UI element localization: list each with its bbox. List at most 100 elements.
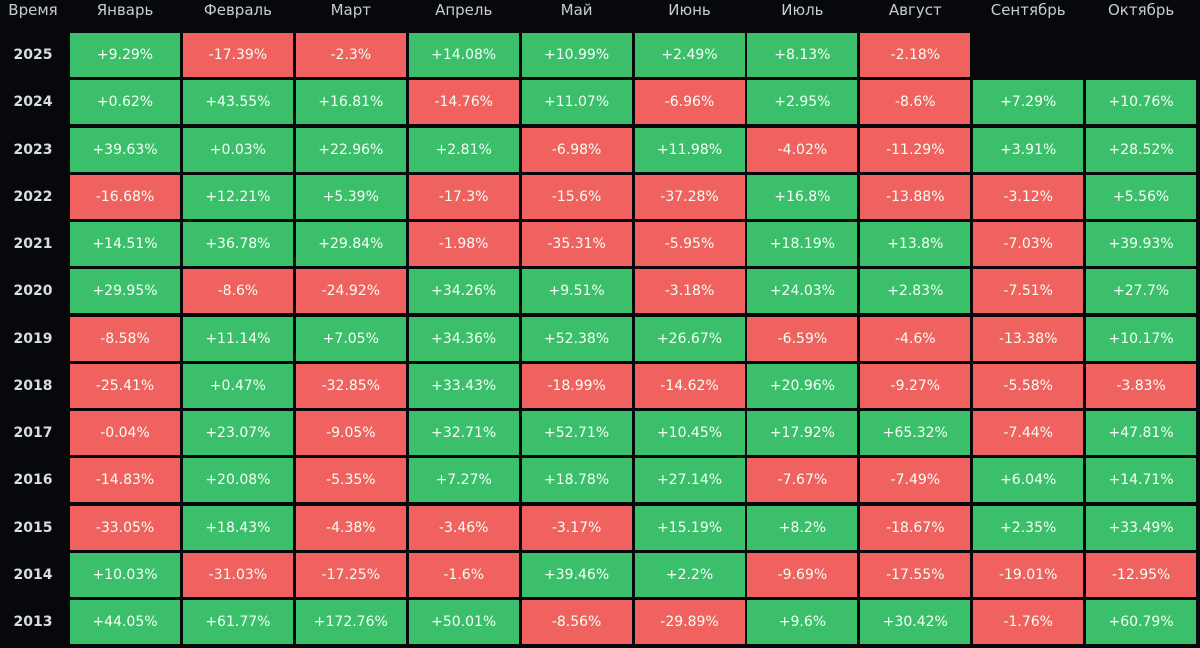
heatmap-cell: -32.85% [295,363,406,408]
heatmap-cell: -15.6% [521,174,632,219]
heatmap-cell: +172.76% [295,600,406,644]
heatmap-cell: +18.43% [182,505,293,550]
heatmap-cell: -14.76% [408,80,519,125]
heatmap-cell: +14.08% [408,33,519,77]
heatmap-cell: -4.38% [295,505,406,550]
heatmap-cell: -33.05% [70,505,180,550]
month-header: Июнь [668,1,711,19]
heatmap-cell: -1.76% [973,600,1084,644]
heatmap-cell: -8.6% [182,269,293,314]
heatmap-cell: -6.98% [521,127,632,172]
heatmap-cell: +10.99% [521,33,632,77]
heatmap-cell: +52.38% [521,316,632,361]
heatmap-cell: +39.93% [1086,222,1197,266]
heatmap-cell: +5.39% [295,174,406,219]
heatmap-cell: -3.18% [634,269,745,314]
heatmap-cell: -17.3% [408,174,519,219]
heatmap-cell: -5.95% [634,222,745,266]
heatmap-cell: +10.45% [634,411,745,455]
heatmap-cell: -4.6% [860,316,971,361]
heatmap-cell: +23.07% [182,411,293,455]
heatmap-cell: +33.43% [408,363,519,408]
heatmap-cell: +2.35% [973,505,1084,550]
heatmap-cell: +27.14% [634,458,745,503]
heatmap-cell: +2.95% [747,80,858,125]
heatmap-cell: -12.95% [1086,552,1197,597]
year-label: 2025 [13,47,53,63]
heatmap-cell: -25.41% [70,363,180,408]
heatmap-cell: -31.03% [182,552,293,597]
heatmap-cell: +10.76% [1086,80,1197,125]
heatmap-cell: +11.07% [521,80,632,125]
heatmap-cell: +11.14% [182,316,293,361]
heatmap-cell: +8.13% [747,33,858,77]
heatmap-cell: +9.6% [747,600,858,644]
heatmap-cell: +34.26% [408,269,519,314]
year-label: 2014 [13,566,53,583]
heatmap-cell: +8.2% [747,505,858,550]
heatmap-cell: +27.7% [1086,269,1197,314]
heatmap-cell: -14.62% [634,363,745,408]
heatmap-cell: -1.98% [408,222,519,266]
heatmap-cell: +2.49% [634,33,745,77]
heatmap-cell: +36.78% [182,222,293,266]
month-header: Апрель [435,1,493,19]
heatmap-cell: +28.52% [1086,127,1197,172]
month-header: Август [888,1,942,19]
heatmap-cell: +33.49% [1086,505,1197,550]
year-label: 2016 [13,472,53,489]
heatmap-cell: +11.98% [634,127,745,172]
heatmap-cell: -24.92% [295,269,406,314]
heatmap-cell: +7.05% [295,316,406,361]
heatmap-cell: -7.03% [973,222,1084,266]
heatmap-cell: +30.42% [860,600,971,644]
heatmap-cell: -3.17% [521,505,632,550]
heatmap-cell: +34.36% [408,316,519,361]
heatmap-cell: +2.83% [860,269,971,314]
year-label: 2019 [13,330,53,347]
heatmap-cell: +5.56% [1086,174,1197,219]
heatmap-cell: -0.04% [70,411,180,455]
heatmap-cell: -29.89% [634,600,745,644]
heatmap-cell: -9.27% [860,363,971,408]
corner-label: Время [8,1,58,19]
heatmap-cell: +44.05% [70,600,180,644]
heatmap-cell: +0.03% [182,127,293,172]
heatmap-cell: +60.79% [1086,600,1197,644]
heatmap-cell: -9.69% [747,552,858,597]
heatmap-cell: -7.49% [860,458,971,503]
heatmap-cell: +0.47% [182,363,293,408]
year-label: 2015 [13,519,53,536]
heatmap-cell: -5.35% [295,458,406,503]
heatmap-cell: +15.19% [634,505,745,550]
heatmap-cell: -3.83% [1086,363,1197,408]
heatmap-cell: +32.71% [408,411,519,455]
heatmap-cell: -14.83% [70,458,180,503]
month-header: Октябрь [1107,1,1175,19]
year-label: 2023 [13,141,53,158]
heatmap-cell: -18.99% [521,363,632,408]
heatmap-cell: +29.84% [295,222,406,266]
heatmap-cell: +0.62% [70,80,180,125]
heatmap-cell: -35.31% [521,222,632,266]
year-label: 2024 [13,94,53,111]
heatmap-cell: -18.67% [860,505,971,550]
month-header: Январь [96,1,154,19]
heatmap-cell: -37.28% [634,174,745,219]
heatmap-cell: -13.38% [973,316,1084,361]
heatmap-cell: +24.03% [747,269,858,314]
heatmap-cell: -1.6% [408,552,519,597]
heatmap-cell: -8.56% [521,600,632,644]
heatmap-cell: +2.2% [634,552,745,597]
heatmap-cell: +18.19% [747,222,858,266]
heatmap-cell: +16.81% [295,80,406,125]
heatmap-cell: +10.17% [1086,316,1197,361]
year-label: 2013 [13,614,53,630]
heatmap-cell: -3.12% [973,174,1084,219]
month-header: Май [560,1,593,19]
heatmap-cell: +6.04% [973,458,1084,503]
heatmap-cell: +3.91% [973,127,1084,172]
year-label: 2017 [13,425,53,441]
heatmap-cell: +29.95% [70,269,180,314]
year-label: 2020 [13,283,53,300]
